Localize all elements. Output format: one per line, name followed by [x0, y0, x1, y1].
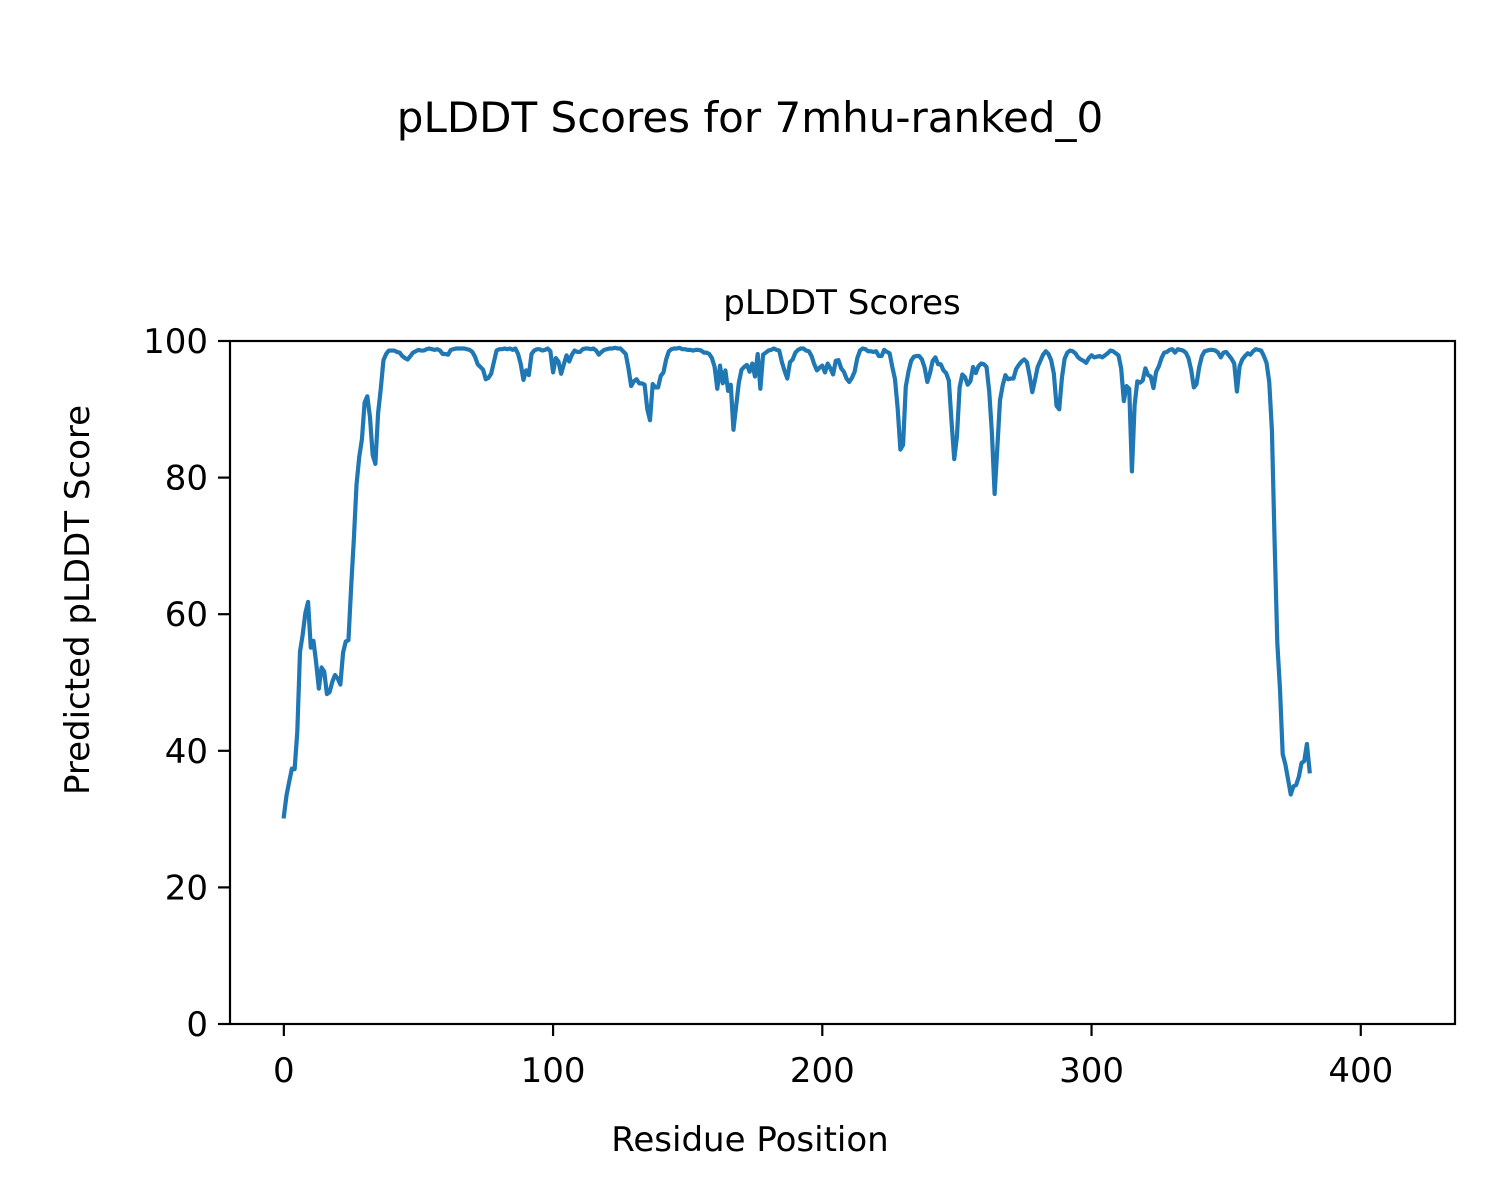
x-tick-label: 300 — [1059, 1051, 1124, 1091]
figure-suptitle: pLDDT Scores for 7mhu-ranked_0 — [397, 93, 1103, 142]
y-tick-label: 0 — [186, 1005, 208, 1045]
plot-area — [228, 339, 1457, 1026]
x-tick-label: 400 — [1328, 1051, 1393, 1091]
x-tick-label: 200 — [790, 1051, 855, 1091]
y-tick-label: 20 — [165, 868, 208, 908]
y-tick-label: 100 — [143, 322, 208, 362]
y-tick-label: 80 — [165, 459, 208, 499]
x-axis-label: Residue Position — [611, 1120, 888, 1160]
y-axis-label: Predicted pLDDT Score — [58, 405, 98, 795]
series-layer — [281, 345, 1312, 819]
x-axis-ticks: 0 100 200 300 400 — [273, 1024, 1393, 1091]
x-tick-label: 100 — [521, 1051, 586, 1091]
y-tick-label: 60 — [165, 595, 208, 635]
y-tick-label: 40 — [165, 732, 208, 772]
axes-frame — [228, 339, 1457, 1026]
y-axis-ticks: 0 20 40 60 80 100 — [143, 322, 230, 1045]
x-tick-label: 0 — [273, 1051, 295, 1091]
chart-title: pLDDT Scores — [723, 283, 960, 323]
series-line-0 — [281, 345, 1312, 819]
